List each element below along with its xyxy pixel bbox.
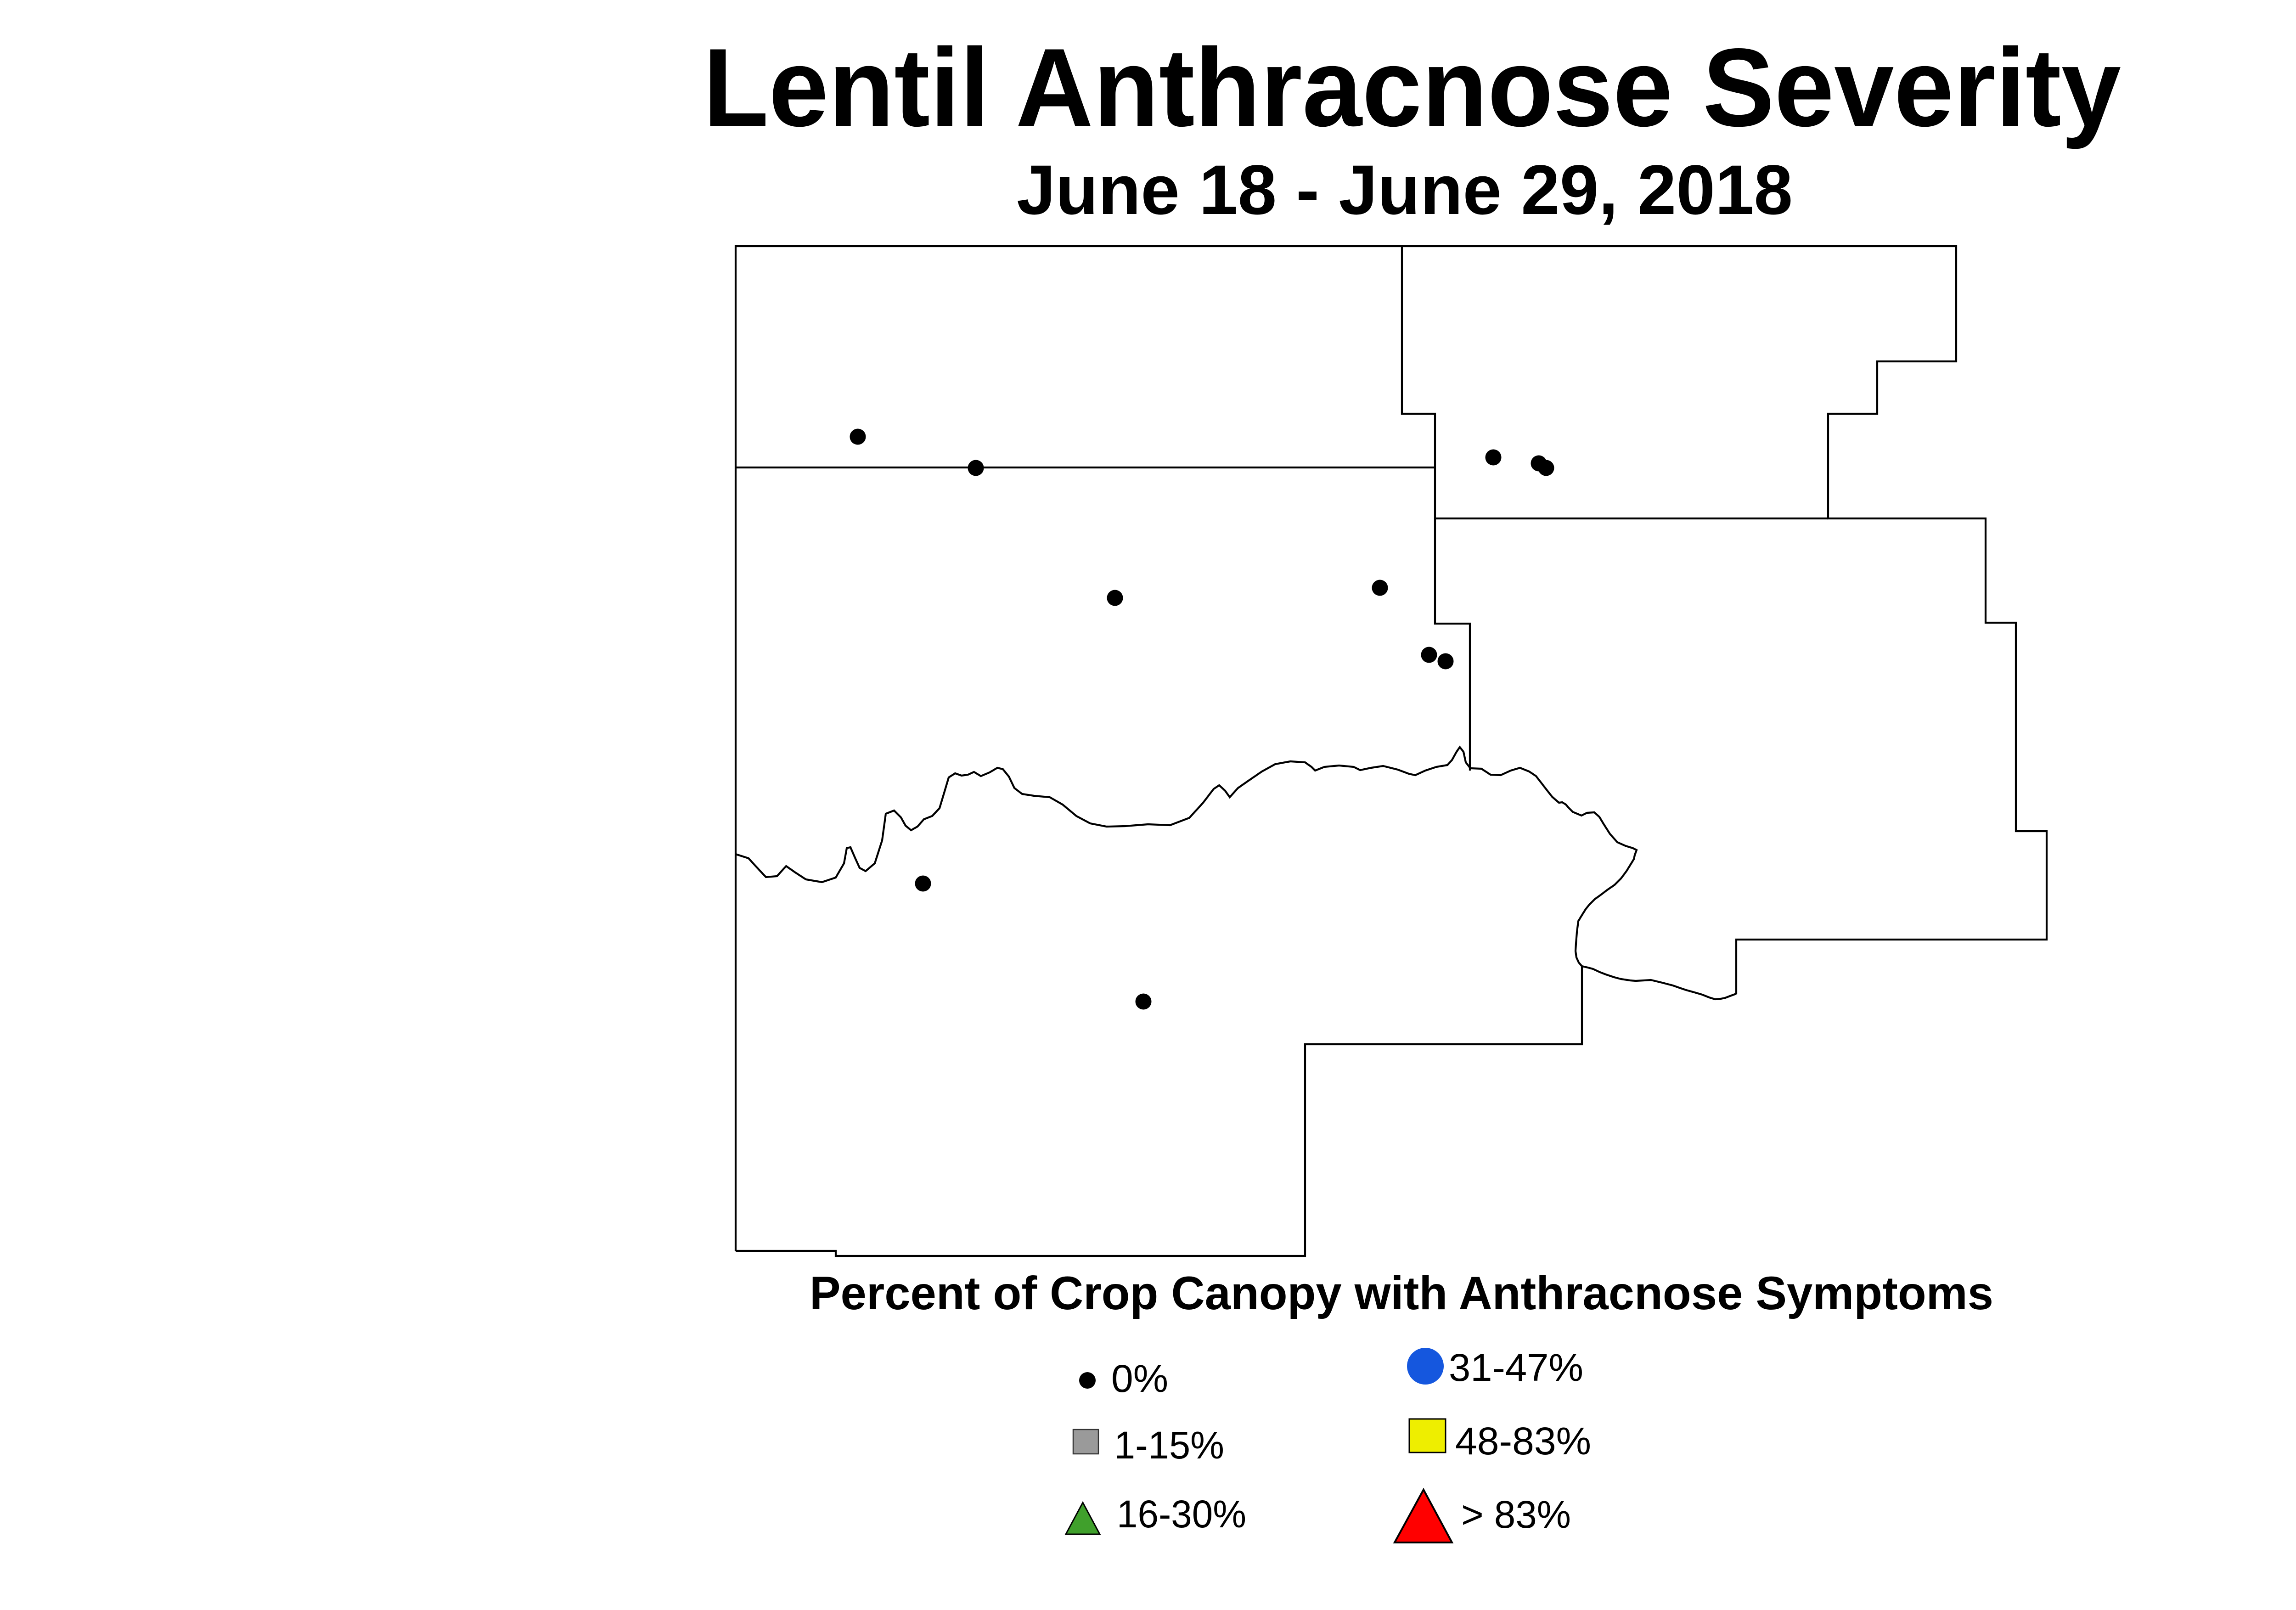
svg-text:31-47%: 31-47% (1449, 1346, 1583, 1389)
svg-text:Percent of Crop Canopy with An: Percent of Crop Canopy with Anthracnose … (810, 1267, 1993, 1319)
svg-text:> 83%: > 83% (1461, 1493, 1571, 1536)
svg-text:June 18 - June 29, 2018: June 18 - June 29, 2018 (1017, 151, 1793, 229)
svg-text:16-30%: 16-30% (1117, 1492, 1246, 1536)
svg-text:1-15%: 1-15% (1114, 1424, 1224, 1467)
svg-text:0%: 0% (1111, 1357, 1168, 1400)
svg-text:Lentil Anthracnose Severity: Lentil Anthracnose Severity (703, 26, 2121, 150)
svg-text:48-83%: 48-83% (1455, 1419, 1591, 1463)
